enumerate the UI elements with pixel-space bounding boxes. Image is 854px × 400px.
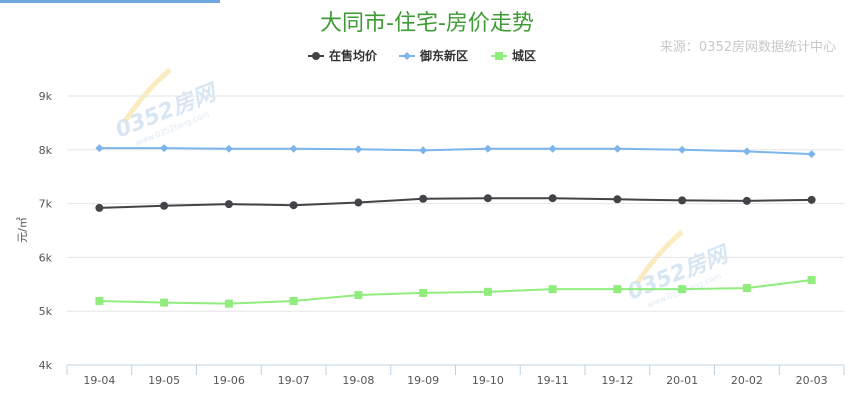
legend-item-1[interactable]: 在售均价 — [308, 48, 378, 63]
data-point — [678, 285, 687, 294]
data-point — [95, 296, 104, 305]
legend-marker — [312, 52, 320, 60]
series-line — [98, 197, 813, 209]
x-tick-label: 20-01 — [666, 374, 698, 387]
y-tick-label: 7k — [39, 198, 53, 211]
y-tick-label: 5k — [39, 305, 53, 318]
x-tick-label: 19-08 — [342, 374, 374, 387]
data-point — [419, 288, 428, 297]
series-line — [98, 278, 813, 305]
data-point — [483, 194, 492, 203]
data-point — [160, 201, 169, 210]
series-1 — [95, 194, 816, 212]
y-axis-title: 元/㎡ — [16, 217, 29, 243]
top-accent-rule — [0, 0, 220, 3]
series-line — [98, 147, 813, 156]
data-point — [742, 147, 751, 156]
data-point — [742, 196, 751, 205]
x-tick-label: 19-07 — [278, 374, 310, 387]
data-point — [289, 201, 298, 210]
data-point — [289, 144, 298, 153]
data-point — [613, 285, 622, 294]
legend-item-3[interactable]: 城区 — [491, 48, 536, 63]
data-point — [678, 145, 687, 154]
y-tick-label: 4k — [39, 359, 53, 372]
x-tick-label: 19-09 — [407, 374, 439, 387]
data-point — [807, 150, 816, 159]
data-point — [419, 194, 428, 203]
y-tick-label: 6k — [39, 251, 53, 264]
data-point — [160, 298, 169, 307]
x-tick-label: 20-02 — [731, 374, 763, 387]
legend-marker — [495, 52, 503, 60]
series-layer — [95, 144, 816, 308]
watermark-swoosh-2 — [635, 229, 684, 284]
data-point — [95, 144, 104, 153]
x-tick-label: 19-11 — [537, 374, 569, 387]
data-point — [678, 196, 687, 205]
x-tick-label: 19-04 — [83, 374, 115, 387]
data-source-label: 来源：0352房网数据统计中心 — [660, 39, 836, 55]
legend-label: 城区 — [512, 48, 536, 63]
data-point — [224, 144, 233, 153]
data-point — [354, 291, 363, 300]
watermark-swoosh-1 — [123, 67, 172, 122]
data-point — [483, 287, 492, 296]
data-point — [548, 144, 557, 153]
x-tick-label: 20-03 — [796, 374, 828, 387]
data-point — [807, 195, 816, 204]
legend-label: 在售均价 — [329, 48, 378, 63]
data-point — [224, 299, 233, 308]
legend-marker — [403, 52, 411, 60]
series-2 — [95, 144, 816, 159]
x-tick-label: 19-06 — [213, 374, 245, 387]
legend-label: 御东新区 — [419, 48, 468, 63]
chart-title: 大同市-住宅-房价走势 — [320, 11, 534, 36]
data-point — [483, 144, 492, 153]
legend-item-2[interactable]: 御东新区 — [399, 48, 468, 63]
data-point — [419, 146, 428, 155]
x-tick-label: 19-10 — [472, 374, 504, 387]
x-tick-label: 19-05 — [148, 374, 180, 387]
data-point — [354, 198, 363, 207]
data-point — [613, 144, 622, 153]
data-point — [807, 275, 816, 284]
data-point — [289, 296, 298, 305]
data-point — [742, 284, 751, 293]
data-point — [160, 144, 169, 153]
data-point — [548, 285, 557, 294]
y-tick-label: 8k — [39, 144, 53, 157]
data-point — [354, 145, 363, 154]
axes: 19-04 19-05 19-06 19-07 19-08 19-09 19-10 19-11… — [66, 364, 845, 387]
data-point — [224, 200, 233, 209]
series-3 — [95, 275, 816, 308]
data-point — [548, 194, 557, 203]
y-tick-label: 9k — [39, 90, 53, 103]
watermarks: 0352房网www.0352fang.com0352房网www.0352fang… — [112, 67, 734, 310]
x-tick-label: 19-12 — [601, 374, 633, 387]
data-point — [613, 195, 622, 204]
legend: 在售均价 御东新区 城区 — [308, 48, 536, 63]
data-point — [95, 203, 104, 212]
